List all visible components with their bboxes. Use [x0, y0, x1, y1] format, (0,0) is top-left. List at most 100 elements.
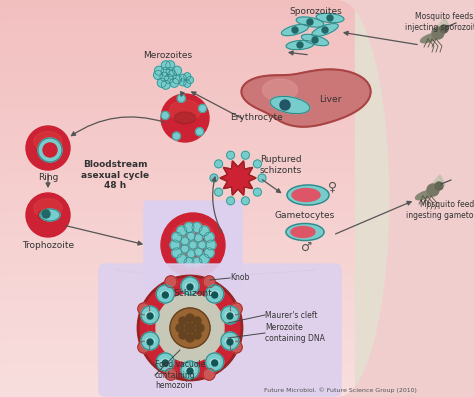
- Bar: [0, 193, 390, 194]
- Bar: [0, 356, 390, 357]
- Circle shape: [212, 292, 218, 298]
- Bar: [0, 292, 390, 293]
- FancyArrowPatch shape: [72, 117, 164, 136]
- Bar: [0, 306, 390, 307]
- Bar: [0, 377, 390, 378]
- Bar: [0, 189, 390, 190]
- Bar: [0, 64, 390, 65]
- Bar: [0, 159, 390, 160]
- Bar: [0, 187, 390, 188]
- Bar: [0, 223, 390, 224]
- Bar: [0, 384, 390, 385]
- Bar: [0, 28, 390, 29]
- Bar: [0, 285, 390, 286]
- Bar: [0, 249, 390, 250]
- Bar: [0, 115, 390, 116]
- Circle shape: [177, 254, 187, 264]
- Bar: [0, 150, 390, 151]
- Bar: [0, 73, 390, 74]
- Circle shape: [193, 317, 201, 325]
- Ellipse shape: [146, 312, 155, 318]
- Bar: [0, 385, 390, 386]
- Bar: [0, 271, 390, 272]
- Bar: [0, 156, 390, 157]
- Bar: [0, 7, 390, 8]
- Bar: [0, 76, 390, 77]
- Ellipse shape: [146, 338, 155, 344]
- Text: Merozoites: Merozoites: [144, 50, 192, 60]
- Circle shape: [164, 74, 173, 83]
- Bar: [0, 40, 390, 41]
- Bar: [0, 239, 390, 240]
- Bar: [0, 137, 390, 138]
- Bar: [0, 216, 390, 217]
- Bar: [0, 336, 390, 337]
- Bar: [0, 319, 390, 320]
- Bar: [0, 345, 390, 346]
- Bar: [0, 373, 390, 374]
- Ellipse shape: [38, 210, 58, 220]
- Bar: [0, 314, 390, 315]
- Circle shape: [161, 112, 169, 119]
- Bar: [0, 44, 390, 45]
- Text: Maurer's cleft: Maurer's cleft: [265, 310, 318, 320]
- Circle shape: [215, 160, 223, 168]
- Polygon shape: [435, 20, 448, 34]
- Circle shape: [187, 250, 195, 258]
- Bar: [0, 369, 390, 370]
- Bar: [0, 230, 390, 231]
- Circle shape: [322, 27, 328, 33]
- Circle shape: [165, 276, 177, 288]
- Circle shape: [26, 126, 70, 170]
- Ellipse shape: [416, 190, 435, 200]
- Text: Future Microbiol. © Future Science Group (2010): Future Microbiol. © Future Science Group…: [264, 387, 417, 393]
- Bar: [0, 281, 390, 282]
- Circle shape: [170, 308, 210, 348]
- Bar: [0, 378, 390, 379]
- Bar: [0, 136, 390, 137]
- Circle shape: [186, 334, 194, 342]
- Bar: [0, 207, 390, 208]
- Bar: [0, 298, 390, 299]
- Bar: [0, 203, 390, 204]
- Bar: [0, 233, 390, 234]
- Bar: [0, 66, 390, 67]
- Bar: [0, 391, 390, 392]
- Bar: [0, 139, 390, 140]
- Bar: [0, 1, 390, 2]
- Circle shape: [187, 232, 195, 240]
- Bar: [0, 295, 390, 296]
- Bar: [0, 390, 390, 391]
- Bar: [0, 50, 390, 51]
- Text: Trophozoite: Trophozoite: [22, 241, 74, 249]
- Bar: [0, 49, 390, 50]
- Bar: [0, 179, 390, 180]
- Bar: [0, 110, 390, 111]
- Bar: [0, 90, 390, 91]
- Bar: [0, 288, 390, 289]
- Circle shape: [138, 276, 242, 380]
- Text: Sporozoites: Sporozoites: [290, 8, 342, 17]
- Bar: [0, 158, 390, 159]
- Circle shape: [204, 232, 214, 242]
- Bar: [0, 241, 390, 242]
- Polygon shape: [340, 0, 474, 397]
- Bar: [0, 146, 390, 147]
- Bar: [0, 43, 390, 44]
- Circle shape: [179, 317, 187, 325]
- Circle shape: [38, 138, 62, 162]
- Bar: [0, 196, 390, 197]
- Bar: [0, 155, 390, 156]
- Circle shape: [184, 73, 191, 80]
- Bar: [0, 392, 390, 393]
- Bar: [0, 296, 390, 297]
- Bar: [0, 161, 390, 162]
- Bar: [0, 347, 390, 348]
- Circle shape: [206, 240, 216, 250]
- Circle shape: [203, 276, 215, 288]
- Bar: [0, 214, 390, 215]
- Bar: [0, 312, 390, 313]
- Bar: [0, 211, 390, 212]
- Bar: [0, 231, 390, 232]
- Bar: [0, 45, 390, 46]
